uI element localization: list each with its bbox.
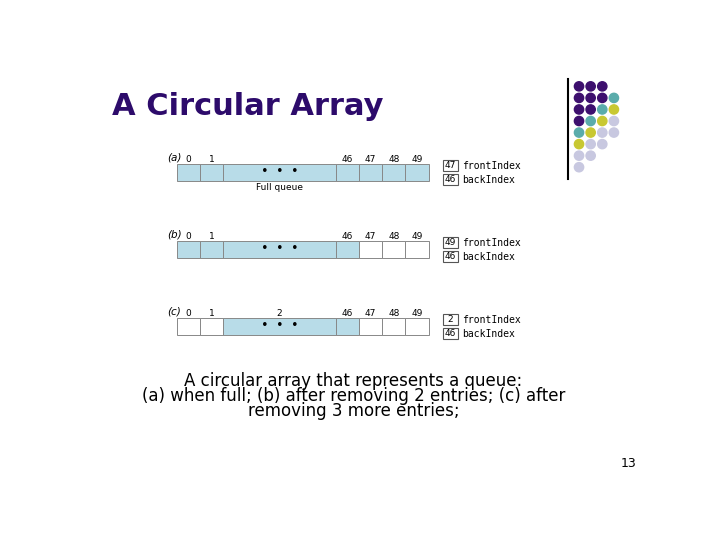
Circle shape	[586, 117, 595, 126]
Circle shape	[598, 139, 607, 148]
Text: 49: 49	[411, 155, 423, 164]
Bar	[443, 160, 458, 171]
Circle shape	[575, 139, 584, 148]
Circle shape	[598, 82, 607, 91]
Bar	[336, 241, 359, 258]
Bar	[405, 318, 428, 335]
Bar	[200, 164, 223, 181]
Text: 49: 49	[445, 238, 456, 247]
Circle shape	[609, 128, 618, 137]
Text: A Circular Array: A Circular Array	[112, 92, 383, 121]
Bar	[223, 318, 336, 335]
Text: Full queue: Full queue	[256, 184, 303, 192]
Bar	[223, 164, 336, 181]
Text: backIndex: backIndex	[462, 174, 515, 185]
Text: 49: 49	[411, 309, 423, 318]
Circle shape	[598, 105, 607, 114]
Bar	[405, 164, 428, 181]
Circle shape	[586, 139, 595, 148]
Bar	[177, 164, 200, 181]
Circle shape	[586, 82, 595, 91]
Bar	[177, 241, 200, 258]
Text: • • •: • • •	[261, 242, 298, 255]
Circle shape	[609, 105, 618, 114]
Bar	[200, 318, 223, 335]
Text: 48: 48	[388, 232, 400, 241]
Bar	[382, 241, 405, 258]
Text: frontIndex: frontIndex	[462, 315, 521, 325]
Text: 1: 1	[209, 232, 215, 241]
Bar	[443, 314, 458, 325]
Text: removing 3 more entries;: removing 3 more entries;	[248, 402, 459, 420]
Bar	[382, 318, 405, 335]
Text: 46: 46	[341, 232, 353, 241]
Text: 13: 13	[621, 457, 636, 470]
Text: 46: 46	[341, 309, 353, 318]
Circle shape	[598, 128, 607, 137]
Text: 49: 49	[411, 232, 423, 241]
Circle shape	[575, 105, 584, 114]
Text: 46: 46	[341, 155, 353, 164]
Text: 46: 46	[445, 252, 456, 261]
Text: • • •: • • •	[261, 165, 298, 178]
Bar	[359, 164, 382, 181]
Bar	[405, 241, 428, 258]
Text: 1: 1	[209, 309, 215, 318]
Bar	[443, 174, 458, 185]
Text: • • •: • • •	[261, 319, 298, 332]
Text: 48: 48	[388, 155, 400, 164]
Text: backIndex: backIndex	[462, 252, 515, 261]
Circle shape	[609, 93, 618, 103]
Text: 48: 48	[388, 309, 400, 318]
Text: backIndex: backIndex	[462, 328, 515, 339]
Bar	[223, 241, 336, 258]
Circle shape	[586, 105, 595, 114]
Bar	[359, 241, 382, 258]
Text: 47: 47	[445, 161, 456, 170]
Bar	[177, 318, 200, 335]
Circle shape	[575, 151, 584, 160]
Text: 1: 1	[209, 155, 215, 164]
Bar	[336, 318, 359, 335]
Circle shape	[575, 93, 584, 103]
Circle shape	[575, 163, 584, 172]
Text: 0: 0	[186, 155, 192, 164]
Circle shape	[586, 151, 595, 160]
Text: 47: 47	[365, 232, 377, 241]
Circle shape	[575, 128, 584, 137]
Bar	[443, 251, 458, 262]
Circle shape	[586, 128, 595, 137]
Circle shape	[609, 117, 618, 126]
Text: 0: 0	[186, 309, 192, 318]
Text: (a): (a)	[168, 152, 182, 162]
Circle shape	[598, 93, 607, 103]
Circle shape	[575, 82, 584, 91]
Text: frontIndex: frontIndex	[462, 238, 521, 248]
Circle shape	[586, 93, 595, 103]
Bar	[336, 164, 359, 181]
Text: 46: 46	[445, 329, 456, 338]
Text: A circular array that represents a queue:: A circular array that represents a queue…	[184, 372, 523, 389]
Text: (c): (c)	[168, 306, 181, 316]
Text: 47: 47	[365, 309, 377, 318]
Bar	[200, 241, 223, 258]
Circle shape	[598, 117, 607, 126]
Circle shape	[575, 117, 584, 126]
Text: 2: 2	[448, 315, 453, 324]
Bar	[382, 164, 405, 181]
Bar	[443, 328, 458, 339]
Text: 47: 47	[365, 155, 377, 164]
Bar	[443, 237, 458, 248]
Text: (b): (b)	[168, 229, 182, 239]
Text: (a) when full; (b) after removing 2 entries; (c) after: (a) when full; (b) after removing 2 entr…	[142, 387, 565, 405]
Text: 0: 0	[186, 232, 192, 241]
Text: 2: 2	[276, 309, 282, 318]
Text: 46: 46	[445, 175, 456, 184]
Text: frontIndex: frontIndex	[462, 161, 521, 171]
Bar	[359, 318, 382, 335]
